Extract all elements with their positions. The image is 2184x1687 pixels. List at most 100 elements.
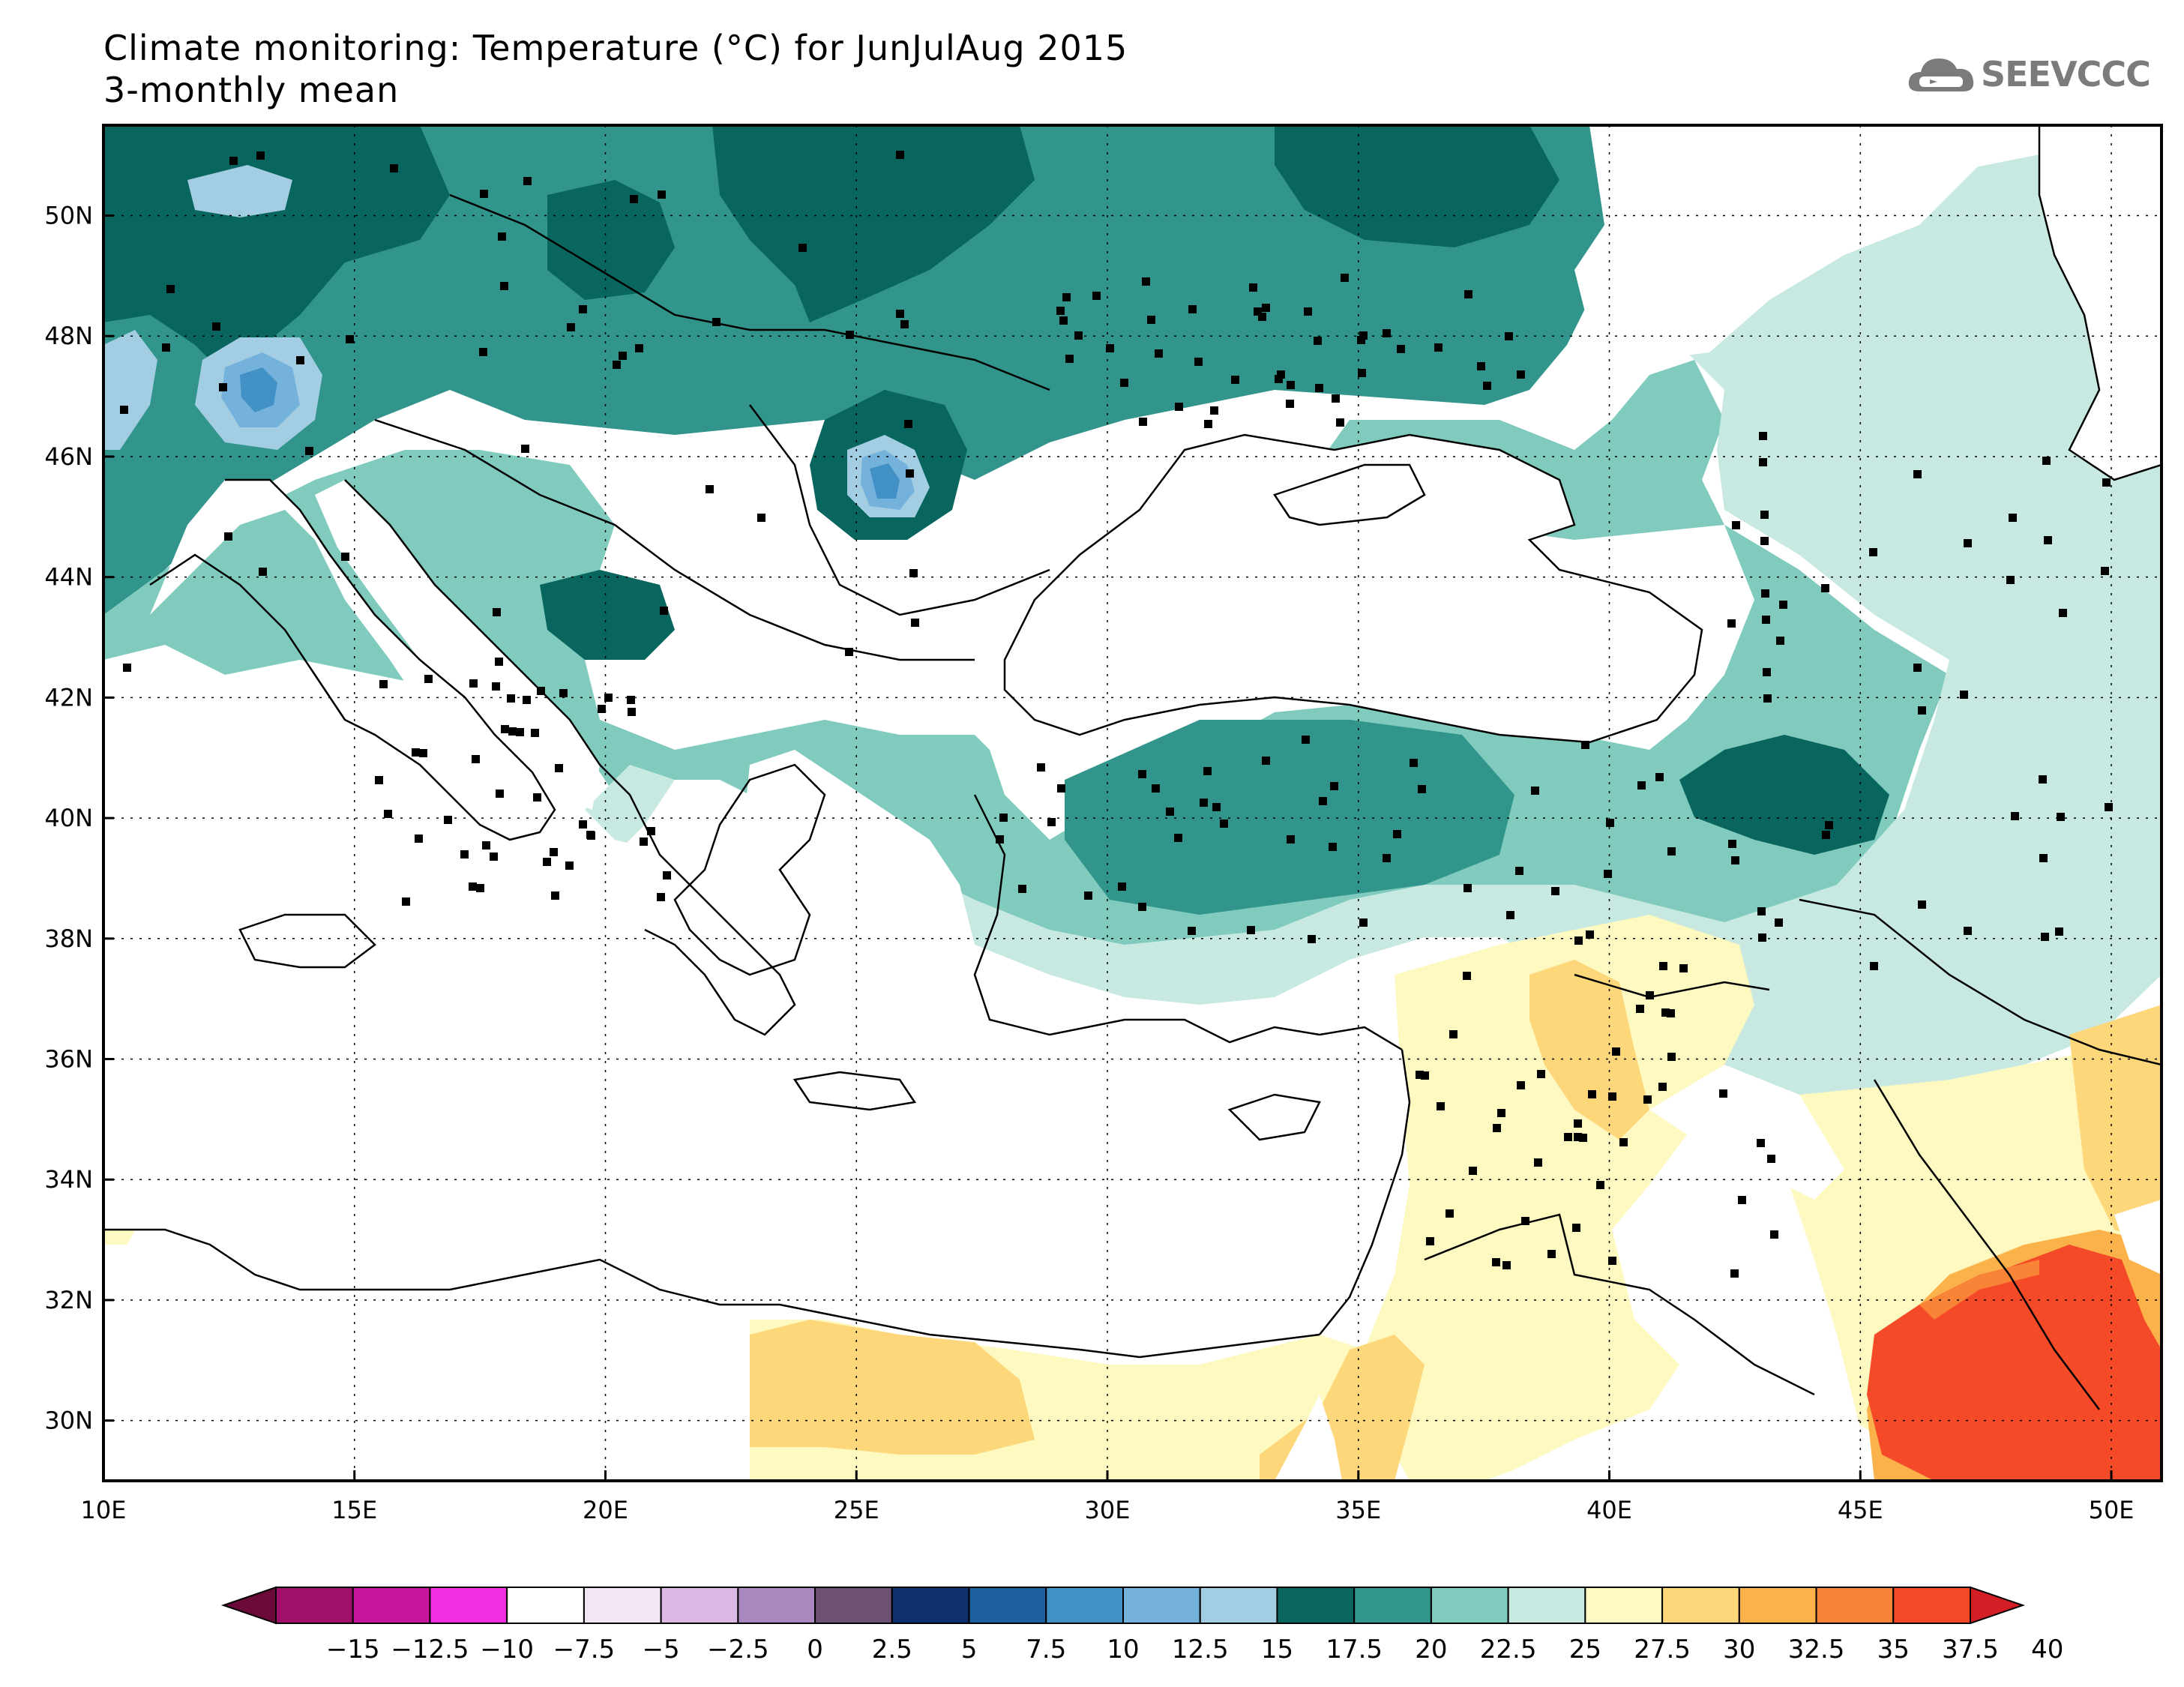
station-marker [1463, 972, 1471, 980]
colorbar-label: 15 [1261, 1635, 1293, 1665]
station-marker [640, 838, 648, 846]
station-marker [1757, 907, 1766, 915]
station-marker [1679, 964, 1688, 972]
colorbar-swatch [275, 1587, 354, 1624]
station-marker [1434, 343, 1443, 352]
station-marker [402, 897, 410, 906]
station-marker [909, 569, 918, 577]
station-marker [1446, 1209, 1454, 1218]
station-marker [1758, 933, 1766, 942]
colorbar-swatch [1199, 1587, 1278, 1624]
station-marker [586, 831, 595, 839]
station-marker [1502, 1261, 1511, 1269]
station-marker [579, 305, 587, 313]
station-marker [2102, 478, 2111, 487]
station-marker [1304, 307, 1312, 316]
map-gridlines [103, 125, 2162, 1481]
station-marker [657, 893, 665, 901]
station-marker [1142, 277, 1150, 286]
station-marker [495, 658, 503, 666]
station-marker [627, 696, 635, 704]
lon-label: 30E [1085, 1496, 1131, 1524]
colorbar-label: 2.5 [872, 1635, 912, 1665]
lat-label: 30N [44, 1407, 93, 1435]
colorbar-label: 25 [1569, 1635, 1601, 1665]
station-marker [1719, 1089, 1727, 1098]
station-marker [1574, 936, 1583, 945]
colorbar-label: 0 [807, 1635, 823, 1665]
coast-crimea [1273, 463, 1426, 526]
colorbar-label: 37.5 [1942, 1635, 1999, 1665]
station-marker [1581, 741, 1589, 749]
colorbar-label: −10 [480, 1635, 534, 1665]
seevccc-logo: SEEVCCC [1904, 46, 2174, 106]
station-marker [305, 447, 313, 455]
temperature-field [103, 125, 2162, 1481]
lat-label: 36N [44, 1045, 93, 1074]
station-marker [1074, 331, 1083, 340]
station-marker [1262, 304, 1270, 312]
contour-12-5-austria [240, 367, 277, 412]
station-marker [1604, 870, 1612, 878]
colorbar-swatch [968, 1587, 1047, 1624]
colorbar-swatch [891, 1587, 970, 1624]
station-marker [1106, 344, 1114, 352]
station-marker [1608, 1092, 1616, 1101]
station-marker [1767, 1155, 1775, 1163]
contour-32-5-libya [750, 1320, 1035, 1455]
station-marker [1383, 854, 1391, 862]
station-marker [1249, 283, 1257, 292]
station-marker [1258, 313, 1266, 321]
colorbar-label: 12.5 [1172, 1635, 1229, 1665]
station-marker [501, 725, 509, 733]
station-marker [1759, 432, 1767, 440]
station-marker [658, 190, 666, 199]
station-marker [1152, 784, 1160, 793]
coast-caspian [2038, 125, 2162, 481]
station-marker [533, 793, 541, 802]
colorbar-swatch [1122, 1587, 1201, 1624]
station-marker [1572, 1224, 1580, 1232]
station-marker [1574, 1119, 1582, 1128]
colorbar-swatch [1507, 1587, 1586, 1624]
border-1 [449, 193, 1050, 391]
station-marker [1762, 616, 1770, 624]
map-title: Climate monitoring: Temperature (°C) for… [103, 27, 1128, 111]
station-marker [1760, 537, 1769, 545]
station-marker [1047, 818, 1056, 826]
station-marker [2059, 609, 2067, 617]
lat-label: 50N [44, 202, 93, 230]
station-marker [1596, 1181, 1604, 1189]
coast-cyprus [1227, 1093, 1321, 1141]
station-marker [1775, 918, 1783, 927]
station-marker [444, 816, 452, 824]
station-marker [1643, 1095, 1652, 1104]
station-marker [1646, 991, 1654, 999]
border-4 [1574, 973, 1770, 999]
station-marker [550, 848, 558, 856]
coast-black-sea [1003, 433, 1703, 744]
lat-label: 46N [44, 442, 93, 471]
station-marker [1492, 1258, 1500, 1266]
colorbar-label: −2.5 [707, 1635, 769, 1665]
station-marker [663, 871, 671, 879]
station-marker [619, 352, 627, 360]
station-marker [1147, 316, 1155, 324]
station-marker [1231, 376, 1239, 384]
station-marker [1658, 1083, 1667, 1091]
station-marker [1606, 819, 1614, 827]
station-marker [1410, 759, 1418, 767]
station-marker [2039, 854, 2048, 862]
station-marker [123, 664, 131, 672]
station-marker [630, 195, 638, 203]
black-sea [1005, 435, 1702, 742]
station-marker [1659, 962, 1667, 970]
station-marker [1667, 1053, 1676, 1061]
station-marker [1062, 293, 1071, 301]
station-marker [1275, 375, 1283, 383]
station-marker [490, 852, 498, 861]
station-marker [1358, 369, 1366, 377]
station-marker [1667, 847, 1676, 855]
station-marker [613, 361, 621, 369]
colorbar-swatch [429, 1587, 508, 1624]
